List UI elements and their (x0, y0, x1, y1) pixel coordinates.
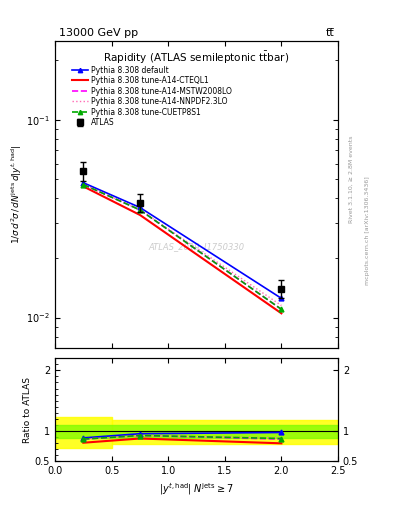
Text: ATLAS_2019_I1750330: ATLAS_2019_I1750330 (149, 242, 244, 251)
Line: Pythia 8.308 tune-A14-CTEQL1: Pythia 8.308 tune-A14-CTEQL1 (83, 186, 281, 313)
Pythia 8.308 tune-A14-CTEQL1 (279, 310, 284, 316)
Pythia 8.308 tune-A14-CTEQL1 (81, 183, 86, 189)
X-axis label: $|y^{t,{\rm had}}|\;N^{\rm jets}\geq 7$: $|y^{t,{\rm had}}|\;N^{\rm jets}\geq 7$ (159, 481, 234, 497)
Line: Pythia 8.308 tune-A14-NNPDF2.3LO: Pythia 8.308 tune-A14-NNPDF2.3LO (83, 184, 281, 306)
Pythia 8.308 tune-CUETP8S1 (81, 181, 86, 187)
Pythia 8.308 default (81, 180, 86, 186)
Pythia 8.308 tune-CUETP8S1 (138, 207, 142, 213)
Text: Rapidity (ATLAS semileptonic t$\bar{\rm t}$bar): Rapidity (ATLAS semileptonic t$\bar{\rm … (103, 50, 290, 66)
Text: mcplots.cern.ch [arXiv:1306.3436]: mcplots.cern.ch [arXiv:1306.3436] (365, 176, 370, 285)
Pythia 8.308 tune-A14-NNPDF2.3LO (138, 207, 142, 213)
Line: Pythia 8.308 default: Pythia 8.308 default (81, 180, 284, 301)
Line: Pythia 8.308 tune-CUETP8S1: Pythia 8.308 tune-CUETP8S1 (81, 182, 284, 312)
Text: Rivet 3.1.10, ≥ 2.8M events: Rivet 3.1.10, ≥ 2.8M events (349, 136, 354, 223)
Legend: Pythia 8.308 default, Pythia 8.308 tune-A14-CTEQL1, Pythia 8.308 tune-A14-MSTW20: Pythia 8.308 default, Pythia 8.308 tune-… (70, 63, 234, 130)
Y-axis label: $1/\sigma\,d^2\!\sigma\,/\,dN^{\rm jets}\,d|y^{t,{\rm had}}|$: $1/\sigma\,d^2\!\sigma\,/\,dN^{\rm jets}… (9, 145, 24, 244)
Pythia 8.308 tune-CUETP8S1 (279, 306, 284, 312)
Text: tt̅: tt̅ (325, 28, 334, 38)
Line: Pythia 8.308 tune-A14-MSTW2008LO: Pythia 8.308 tune-A14-MSTW2008LO (83, 184, 281, 309)
Pythia 8.308 default (279, 295, 284, 302)
Pythia 8.308 tune-A14-NNPDF2.3LO (279, 303, 284, 309)
Pythia 8.308 tune-A14-MSTW2008LO (279, 306, 284, 312)
Pythia 8.308 tune-A14-CTEQL1 (138, 212, 142, 218)
Pythia 8.308 tune-A14-NNPDF2.3LO (81, 181, 86, 187)
Pythia 8.308 default (138, 204, 142, 210)
Y-axis label: Ratio to ATLAS: Ratio to ATLAS (23, 377, 32, 442)
Text: 13000 GeV pp: 13000 GeV pp (59, 28, 138, 38)
Pythia 8.308 tune-A14-MSTW2008LO (81, 181, 86, 187)
Pythia 8.308 tune-A14-MSTW2008LO (138, 207, 142, 213)
